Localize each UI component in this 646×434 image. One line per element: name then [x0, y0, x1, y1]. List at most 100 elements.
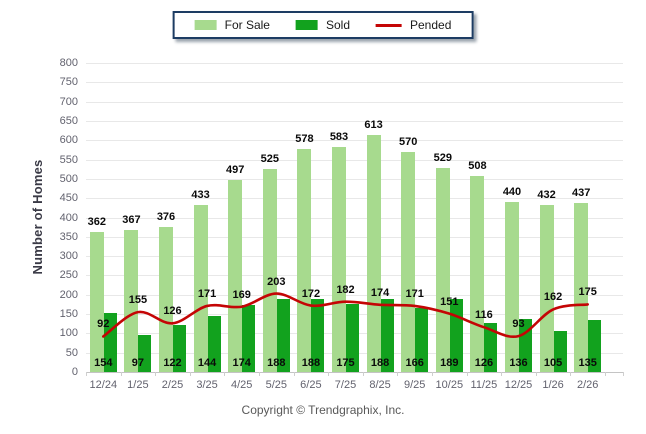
label-for-sale: 613 [364, 119, 383, 132]
label-for-sale: 525 [260, 153, 279, 166]
y-tick-label: 350 [59, 230, 78, 243]
bar-for-sale [228, 180, 243, 372]
y-tick-label: 200 [59, 288, 78, 301]
sold-swatch-icon [295, 20, 318, 30]
y-tick-label: 700 [59, 95, 78, 108]
gridline [86, 63, 623, 64]
x-axis-tick [86, 372, 87, 376]
x-axis-tick [605, 372, 606, 376]
x-tick-label: 5/25 [265, 379, 287, 391]
label-for-sale: 376 [156, 210, 176, 223]
label-sold: 188 [267, 357, 286, 369]
gridline [86, 159, 623, 161]
legend-label-for-sale: For Sale [224, 18, 270, 32]
x-axis-tick [155, 372, 157, 376]
x-axis-tick [466, 372, 468, 376]
label-sold: 122 [163, 357, 182, 369]
bar-sold [588, 319, 602, 372]
label-for-sale: 583 [329, 130, 349, 143]
label-pended: 126 [163, 305, 182, 318]
x-tick-label: 2/25 [161, 379, 184, 391]
x-tick-label: 12/24 [89, 379, 118, 391]
y-tick-label: 100 [59, 327, 78, 340]
y-tick-label: 0 [71, 366, 78, 378]
bar-sold [553, 331, 567, 372]
label-pended: 175 [578, 286, 597, 299]
label-for-sale: 440 [502, 186, 522, 199]
x-tick-label: 4/25 [230, 379, 253, 391]
label-pended: 151 [440, 295, 459, 308]
for-sale-swatch-icon [194, 20, 217, 30]
x-tick-label: 1/26 [542, 379, 564, 391]
pended-line-swatch-icon [376, 23, 403, 27]
label-pended: 203 [267, 275, 286, 288]
label-sold: 175 [336, 357, 355, 369]
label-sold: 126 [474, 357, 494, 369]
bar-for-sale [401, 151, 416, 372]
gridline [86, 120, 623, 122]
x-tick-label: 3/25 [196, 379, 218, 391]
x-tick-label: 6/25 [300, 379, 322, 391]
x-tick-label: 11/25 [470, 379, 498, 391]
label-for-sale: 437 [572, 187, 591, 200]
label-for-sale: 529 [433, 151, 452, 164]
y-tick-label: 650 [59, 114, 78, 127]
x-axis-tick [570, 372, 572, 376]
bar-for-sale [332, 146, 346, 372]
x-tick-label: 9/25 [403, 379, 426, 391]
y-tick-label: 450 [59, 192, 78, 205]
x-tick-label: 7/25 [334, 379, 357, 391]
x-axis-tick [535, 372, 537, 376]
label-sold: 189 [440, 357, 459, 369]
bar-for-sale [435, 167, 450, 372]
x-axis-tick [189, 372, 191, 376]
legend: For Sale Sold Pended [172, 11, 474, 39]
y-tick-label: 400 [59, 211, 78, 224]
y-tick-label: 150 [59, 308, 78, 321]
bar-for-sale [89, 232, 104, 372]
legend-item-pended: Pended [376, 19, 451, 31]
x-axis-tick [501, 372, 503, 376]
x-tick-label: 2/26 [576, 379, 599, 391]
gridline [86, 101, 623, 103]
label-for-sale: 432 [537, 189, 556, 202]
x-axis-tick [623, 372, 624, 376]
gridline [86, 236, 623, 238]
label-sold: 105 [543, 357, 563, 369]
footer-copyright: Copyright © Trendgraphix, Inc. [241, 403, 405, 417]
y-tick-label: 550 [59, 153, 78, 166]
label-for-sale: 578 [295, 132, 314, 145]
legend-item-for-sale: For Sale [194, 18, 270, 32]
label-sold: 188 [370, 357, 390, 369]
gridline [86, 256, 623, 258]
x-axis-tick [362, 372, 364, 376]
label-sold: 154 [94, 357, 113, 369]
label-sold: 166 [405, 357, 424, 369]
label-pended: 93 [512, 318, 525, 331]
label-for-sale: 362 [87, 216, 106, 229]
x-tick-label: 1/25 [127, 379, 149, 391]
y-tick-label: 250 [59, 269, 78, 282]
label-sold: 174 [232, 357, 251, 369]
x-tick-label: 8/25 [369, 379, 391, 391]
bar-sold [138, 334, 152, 372]
label-for-sale: 497 [226, 164, 245, 177]
x-axis-tick [397, 372, 399, 376]
label-sold: 97 [131, 357, 145, 369]
label-for-sale: 570 [399, 135, 418, 148]
gridline [86, 217, 623, 219]
bar-for-sale [470, 175, 485, 372]
x-axis-tick [328, 372, 330, 376]
label-pended: 92 [97, 318, 110, 331]
x-tick-label: 12/25 [504, 379, 533, 391]
bar-for-sale [505, 202, 519, 372]
legend-item-sold: Sold [295, 19, 350, 31]
y-tick-label: 50 [65, 346, 78, 359]
bar-for-sale [159, 226, 173, 372]
x-axis-tick [120, 372, 122, 376]
label-pended: 155 [128, 294, 148, 307]
label-for-sale: 508 [468, 159, 487, 172]
y-tick-label: 800 [59, 57, 78, 69]
